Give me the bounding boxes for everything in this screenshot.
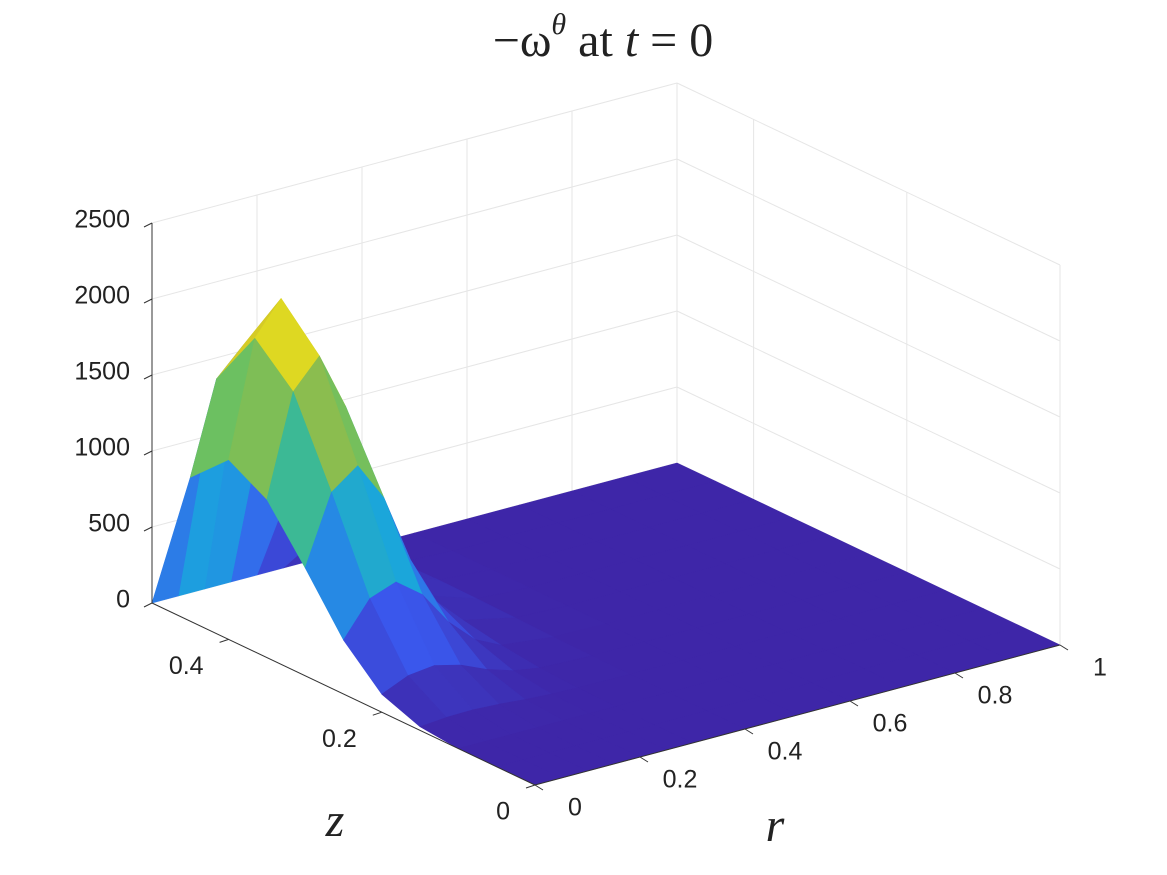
z-tick-label: 2000 [74, 282, 130, 310]
grid-line [151, 82, 678, 224]
y-axis-label: z [325, 794, 345, 847]
tick-mark [143, 222, 153, 228]
z-tick-label: 1500 [74, 358, 130, 386]
x-tick-label: 0.2 [663, 766, 698, 794]
grid-line [151, 158, 678, 300]
grid-line [676, 386, 1061, 570]
x-tick-label: 0 [568, 794, 582, 822]
y-tick-label: 0.2 [322, 725, 357, 753]
tick-mark [143, 298, 153, 304]
tick-mark [143, 526, 153, 532]
y-tick-label: 0.4 [169, 652, 204, 680]
grid-line [676, 234, 1061, 418]
z-tick-label: 0 [116, 586, 130, 614]
tick-mark [219, 638, 229, 643]
tick-mark [143, 450, 153, 456]
grid-line [676, 158, 1061, 342]
tick-mark [1059, 644, 1069, 651]
z-tick-label: 2500 [74, 206, 130, 234]
grid-line [151, 234, 678, 376]
axis-line [151, 602, 536, 786]
tick-mark [954, 672, 964, 679]
tick-mark [143, 374, 153, 380]
x-tick-label: 0.4 [768, 738, 803, 766]
x-axis-label: r [766, 799, 785, 852]
title-part: θ [551, 8, 566, 41]
title-part: = 0 [638, 14, 713, 67]
grid-line [676, 82, 1061, 266]
tick-mark [143, 602, 153, 608]
title-part: at [566, 14, 625, 67]
y-tick-label: 0 [496, 798, 510, 826]
chart-title: −ωθ at t = 0 [493, 8, 713, 67]
tick-mark [372, 711, 382, 716]
title-part: −ω [493, 14, 552, 67]
tick-mark [525, 784, 536, 789]
axis-line [534, 644, 1061, 786]
x-tick-label: 0.8 [978, 682, 1013, 710]
z-tick-label: 1000 [74, 434, 130, 462]
tick-mark [744, 728, 754, 735]
tick-mark [639, 756, 649, 763]
tick-mark [849, 700, 859, 707]
x-tick-label: 1 [1093, 654, 1107, 682]
grid-line [676, 310, 1061, 494]
title-part: t [625, 14, 640, 67]
z-tick-label: 500 [88, 510, 130, 538]
x-tick-label: 0.6 [873, 710, 908, 738]
tick-mark [534, 784, 544, 791]
